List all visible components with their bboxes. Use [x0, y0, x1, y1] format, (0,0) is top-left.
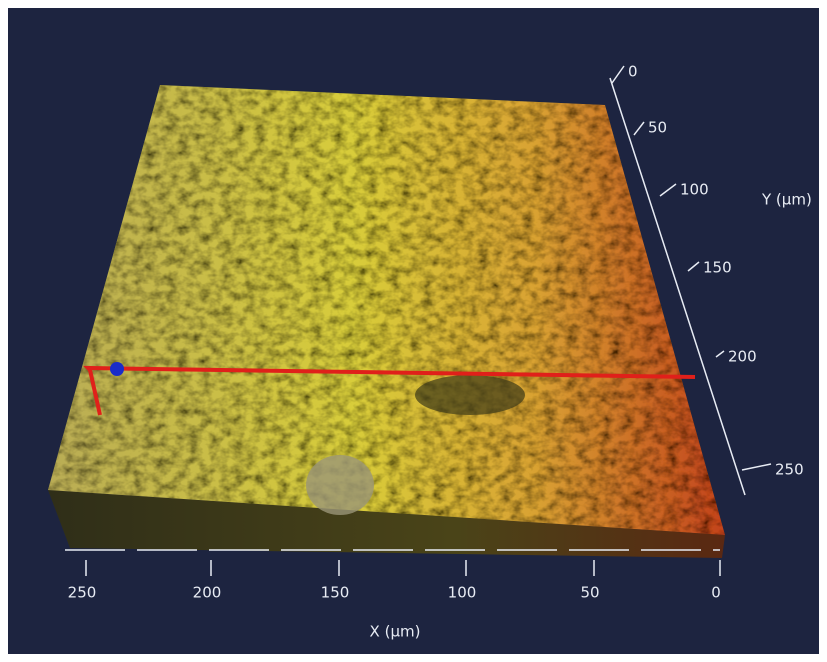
- x-axis-title: X (µm): [370, 623, 421, 641]
- x-tick-label: 50: [580, 584, 599, 602]
- x-tick-label: 0: [711, 584, 721, 602]
- y-tick-label: 0: [628, 63, 638, 81]
- x-tick-label: 200: [193, 584, 222, 602]
- x-tick-label: 100: [448, 584, 477, 602]
- surface-view: X (µm) Y (µm) 250 200 150 100 50 0 0 50 100 150 20…: [0, 0, 827, 662]
- y-axis-title: Y (µm): [761, 191, 812, 209]
- x-tick-label: 250: [68, 584, 97, 602]
- surface-feature: [306, 455, 374, 515]
- y-tick-label: 150: [703, 259, 732, 277]
- y-tick-label: 50: [648, 119, 667, 137]
- y-tick-label: 200: [728, 348, 757, 366]
- profile-marker: [110, 362, 124, 376]
- y-tick-label: 250: [775, 461, 804, 479]
- y-tick-label: 100: [680, 181, 709, 199]
- surface-feature: [415, 375, 525, 415]
- x-tick-label: 150: [321, 584, 350, 602]
